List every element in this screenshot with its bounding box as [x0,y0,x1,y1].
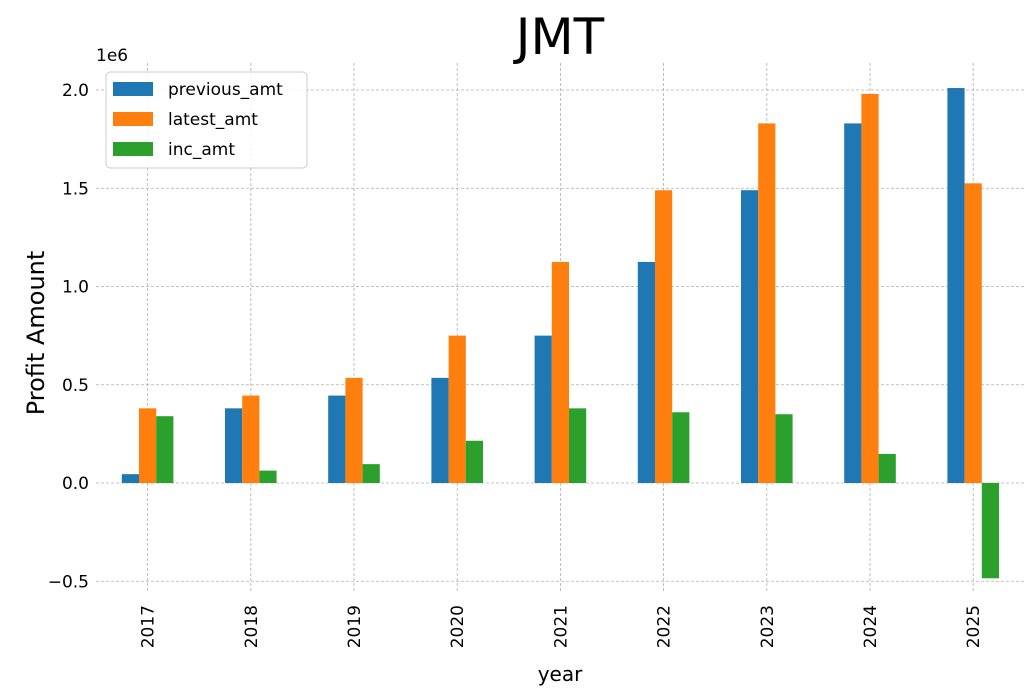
bar-latest_amt-2019 [345,377,363,483]
bar-previous_amt-2020 [431,377,449,483]
bar-inc_amt-2021 [569,408,587,483]
x-axis-label: year [538,662,583,686]
bar-previous_amt-2017 [121,474,139,483]
y-axis-offset-label: 1e6 [96,46,128,66]
y-tick-label: 0.0 [62,474,89,494]
bar-previous_amt-2025 [947,88,965,483]
legend-label-previous_amt: previous_amt [168,80,283,100]
y-tick-label: 1.0 [62,278,89,298]
legend-swatch-latest_amt [113,112,153,126]
bar-inc_amt-2024 [878,453,896,483]
bar-latest_amt-2023 [758,123,776,483]
bar-previous_amt-2022 [637,261,655,483]
bar-inc_amt-2025 [981,483,999,579]
x-tick-label: 2024 [861,605,881,648]
x-tick-label: 2019 [345,605,365,648]
chart-title: JMT [513,8,605,66]
x-tick-label: 2021 [551,605,571,648]
x-tick-label: 2022 [655,605,675,648]
bar-previous_amt-2019 [328,395,346,483]
legend-label-inc_amt: inc_amt [168,140,235,160]
bar-latest_amt-2017 [139,408,157,483]
legend-frame [105,71,308,169]
legend: previous_amt latest_amt inc_amt [105,71,308,169]
bar-inc_amt-2022 [672,412,690,483]
bar-inc_amt-2020 [465,440,483,483]
legend-label-latest_amt: latest_amt [168,110,258,130]
bar-latest_amt-2022 [655,190,673,483]
legend-swatch-previous_amt [113,82,153,96]
bar-latest_amt-2024 [861,93,879,484]
bar-latest_amt-2021 [551,261,569,483]
y-axis-label: Profit Amount [22,251,50,416]
bar-inc_amt-2017 [156,416,174,483]
x-tick-label: 2025 [964,605,984,648]
y-tick-label: 0.5 [62,376,89,396]
y-tick-label: 2.0 [62,81,89,101]
grid [96,63,1025,592]
x-tick-label: 2018 [242,605,262,648]
bar-previous_amt-2023 [741,190,759,483]
x-tick-label: 2020 [448,605,468,648]
bar-inc_amt-2018 [259,470,277,483]
bar-previous_amt-2024 [844,123,862,483]
bar-inc_amt-2023 [775,414,793,483]
bar-inc_amt-2019 [362,464,380,483]
bar-latest_amt-2025 [964,183,982,483]
bar-previous_amt-2021 [534,335,552,483]
bar-previous_amt-2018 [225,408,243,483]
legend-swatch-inc_amt [113,142,153,156]
bar-latest_amt-2020 [448,335,466,483]
y-tick-label: 1.5 [62,179,89,199]
x-tick-label: 2023 [758,605,778,648]
x-tick-label: 2017 [139,605,159,648]
bar-latest_amt-2018 [242,395,260,483]
bars [121,88,999,579]
tick-labels: −0.5 0.0 0.5 1.0 1.5 2.0 2017 2018 2019 2020 2021 2… [48,81,984,648]
y-tick-label: −0.5 [48,572,89,592]
